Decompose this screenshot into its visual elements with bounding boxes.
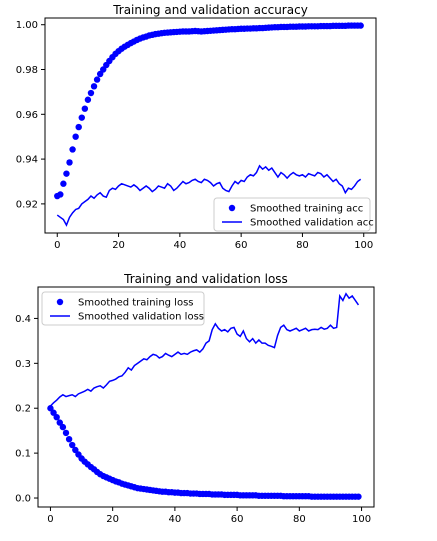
loss-training-point [69,441,76,449]
accuracy-training-point [90,83,98,90]
accuracy-validation-line [56,164,362,227]
loss-xtick-label: 60 [231,514,244,525]
loss-ytick-label: 0.4 [15,314,31,325]
accuracy-training-point [72,133,79,140]
loss-xtick-label: 20 [106,514,119,525]
accuracy-training-point [57,191,64,198]
loss-xtick-label: 80 [293,514,306,525]
loss-legend: Smoothed training loss Smoothed validatio… [41,291,205,326]
accuracy-legend-entry: Smoothed validation acc [250,218,374,229]
accuracy-legend-entry: Smoothed training acc [250,204,363,215]
loss-xtick-label: 40 [169,514,182,525]
accuracy-training-point [93,76,101,83]
loss-ytick-label: 0.2 [15,404,31,415]
accuracy-training-point [84,96,92,103]
accuracy-axes-frame [44,17,377,234]
loss-training-point [59,423,67,431]
loss-chart-title: Training and validation loss [123,272,288,286]
accuracy-xtick-label: 60 [235,240,248,251]
loss-legend-entry: Smoothed validation loss [78,312,204,323]
loss-ytick-label: 0.0 [15,494,31,505]
accuracy-training-point [69,146,76,153]
loss-ytick-label: 0.1 [15,449,31,460]
accuracy-training-point [100,66,107,73]
loss-training-point [62,429,70,437]
accuracy-xtick-label: 0 [54,240,60,251]
accuracy-ytick-label: 0.96 [16,110,38,121]
accuracy-ytick-label: 1.00 [16,20,38,31]
loss-xtick-label: 0 [47,514,53,525]
accuracy-training-point [96,70,104,78]
accuracy-training-point [63,170,70,177]
accuracy-ytick-label: 0.98 [16,65,38,76]
accuracy-xtick-label: 40 [173,240,186,251]
accuracy-chart-title: Training and validation accuracy [112,3,308,17]
accuracy-training-point [66,159,73,166]
accuracy-legend: Smoothed training acc Smoothed validation… [213,197,374,232]
loss-ytick-label: 0.3 [15,359,31,370]
accuracy-training-point [78,114,85,121]
accuracy-legend-marker-swatch [228,204,236,212]
loss-legend-box [41,291,205,326]
accuracy-legend-box [213,197,371,232]
accuracy-training-point [60,180,67,187]
loss-legend-marker-swatch [56,298,64,306]
loss-training-point [72,446,79,454]
accuracy-xtick-label: 80 [296,240,309,251]
accuracy-training-point [81,105,89,112]
loss-chart: Training and validation loss 0 20 40 60 80 100… [15,272,375,525]
loss-xtick-label: 100 [352,514,371,525]
accuracy-ytick-label: 0.94 [16,155,38,166]
accuracy-ytick-label: 0.92 [16,199,38,210]
loss-training-point [56,419,63,426]
loss-training-point [355,493,362,500]
loss-axes-frame [37,286,375,508]
loss-training-point [47,405,54,412]
loss-training-point [50,409,57,416]
accuracy-xtick-label: 100 [354,240,373,251]
loss-training-point [65,436,73,443]
loss-legend-entry: Smoothed training loss [78,298,194,309]
loss-training-point [53,414,60,421]
accuracy-training-point [357,22,364,29]
accuracy-training-point [87,89,95,97]
accuracy-training-point [75,123,82,131]
accuracy-chart: Training and validation accuracy 0 20 40 60 8… [16,3,377,251]
accuracy-xtick-label: 20 [112,240,125,251]
loss-validation-line [49,292,360,407]
